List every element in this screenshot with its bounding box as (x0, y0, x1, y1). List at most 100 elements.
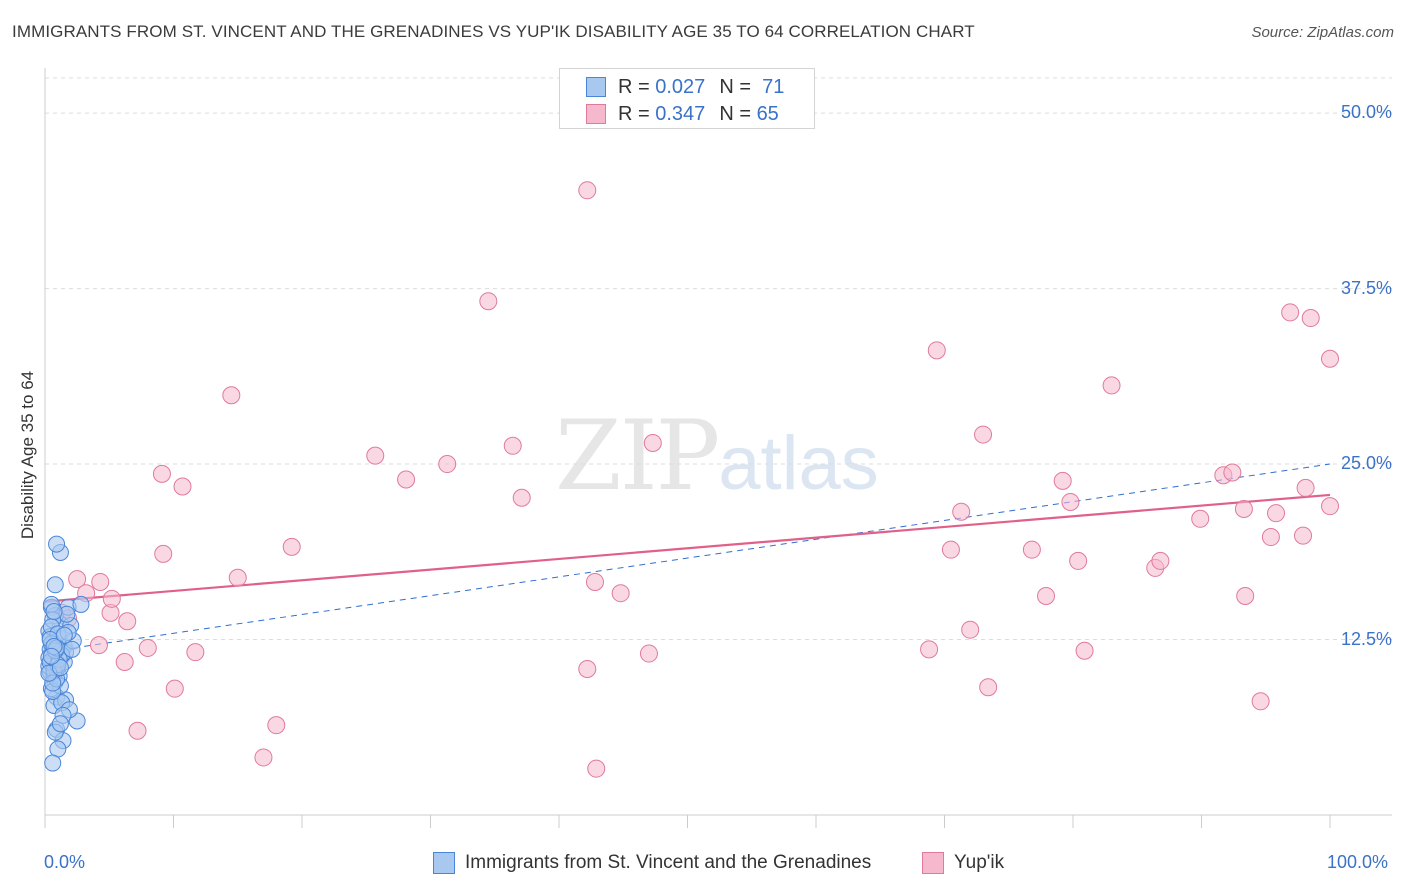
yupik-point (1061, 492, 1080, 511)
yupik-point (115, 652, 134, 671)
yupik-point (102, 589, 121, 608)
legend-r-value: 0.027 (655, 75, 706, 98)
yupik-point (639, 644, 658, 663)
yupik-point (1053, 471, 1072, 490)
legend-n-label: N = (719, 102, 751, 125)
yupik-point (578, 660, 597, 679)
immigrants-point (51, 659, 69, 677)
yupik-point (979, 678, 998, 697)
legend-n-value: 65 (756, 102, 779, 125)
yupik-point (1022, 540, 1041, 559)
yupik-point (282, 537, 301, 556)
yupik-point (974, 425, 993, 444)
yupik-point (1191, 509, 1210, 528)
yupik-point (1321, 497, 1339, 516)
immigrants-points (40, 535, 90, 772)
watermark-zip: ZIP (555, 400, 720, 512)
legend-swatch-blue (586, 77, 606, 97)
grid-lines (45, 77, 1392, 641)
bottom-legend-swatch-pink (922, 852, 944, 874)
yupik-point (920, 640, 939, 659)
yupik-point (1267, 504, 1286, 523)
yupik-point (611, 584, 630, 603)
yupik-point (173, 477, 192, 496)
yupik-point (366, 446, 385, 465)
bottom-legend-yupik: Yup'ik (922, 852, 1004, 874)
yupik-point (952, 502, 971, 521)
yupik-point (585, 572, 604, 591)
yupik-point (1296, 478, 1315, 497)
immigrants-point (51, 715, 69, 733)
yupik-point (89, 636, 108, 655)
yupik-point (503, 436, 522, 455)
legend-row-immigrants: R = 0.027 N = 71 (586, 74, 784, 100)
yupik-point (68, 570, 87, 589)
bottom-legend-label-immigrants: Immigrants from St. Vincent and the Gren… (465, 852, 872, 873)
source-label: Source: ZipAtlas.com (1251, 24, 1394, 41)
yupik-point (138, 638, 157, 657)
x-tick-label-max: 100.0% (1327, 852, 1389, 872)
yupik-point (128, 721, 147, 740)
yupik-point (1261, 528, 1280, 547)
immigrants-point (63, 640, 81, 658)
yupik-point (222, 386, 241, 405)
immigrants-point (55, 626, 73, 644)
yupik-point (186, 643, 205, 662)
yupik-trend-line (44, 493, 1331, 603)
stats-legend: R = 0.027 N = 71 R = 0.347 N = 65 (559, 68, 815, 129)
yupik-point (228, 568, 247, 587)
legend-row-yupik: R = 0.347 N = 65 (586, 101, 779, 127)
legend-n-value: 71 (762, 75, 785, 98)
immigrants-point (42, 647, 60, 665)
y-tick-label: 37.5% (1340, 277, 1392, 298)
yupik-point (1294, 526, 1313, 545)
immigrants-point (45, 602, 63, 620)
y-tick-label: 50.0% (1340, 102, 1392, 123)
immigrants-point (72, 595, 90, 613)
yupik-point (1234, 499, 1253, 518)
trend-lines (44, 463, 1331, 661)
yupik-point (927, 341, 946, 360)
yupik-point (1037, 587, 1056, 606)
immigrants-point (44, 754, 62, 772)
bottom-legend-immigrants: Immigrants from St. Vincent and the Gren… (433, 852, 871, 874)
bottom-legend-swatch-blue (433, 852, 455, 874)
yupik-point (152, 464, 171, 483)
chart-title: IMMIGRANTS FROM ST. VINCENT AND THE GREN… (12, 22, 975, 41)
yupik-point (267, 716, 286, 735)
yupik-point (1236, 587, 1255, 606)
legend-n-label: N = (719, 75, 751, 98)
legend-swatch-pink (586, 104, 606, 124)
yupik-point (961, 620, 980, 639)
yupik-point (438, 455, 457, 474)
yupik-point (1251, 692, 1270, 711)
yupik-point (587, 759, 606, 778)
y-tick-label: 25.0% (1340, 453, 1392, 474)
watermark: ZIPatlas (555, 400, 879, 512)
yupik-point (512, 488, 531, 507)
yupik-point (1102, 376, 1121, 395)
x-tick-label-min: 0.0% (44, 852, 86, 872)
y-tick-label: 12.5% (1340, 628, 1392, 649)
yupik-point (1075, 641, 1094, 660)
yupik-points (52, 181, 1339, 778)
yupik-point (254, 748, 273, 767)
immigrants-point (46, 576, 64, 594)
yupik-point (643, 433, 662, 452)
legend-r-value: 0.347 (655, 102, 706, 125)
immigrants-point (48, 535, 66, 553)
yupik-point (1321, 349, 1339, 368)
yupik-point (1301, 309, 1320, 328)
bottom-legend-label-yupik: Yup'ik (954, 852, 1005, 873)
yupik-point (1281, 303, 1300, 322)
yupik-point (154, 544, 173, 563)
watermark-atlas: atlas (718, 421, 879, 506)
immigrants-trend-line (73, 463, 1331, 649)
axes (44, 68, 1392, 828)
yupik-point (479, 292, 498, 311)
legend-r-label: R = (618, 102, 650, 125)
yupik-point (165, 679, 184, 698)
y-axis-label: Disability Age 35 to 64 (18, 370, 37, 540)
yupik-point (1223, 463, 1242, 482)
